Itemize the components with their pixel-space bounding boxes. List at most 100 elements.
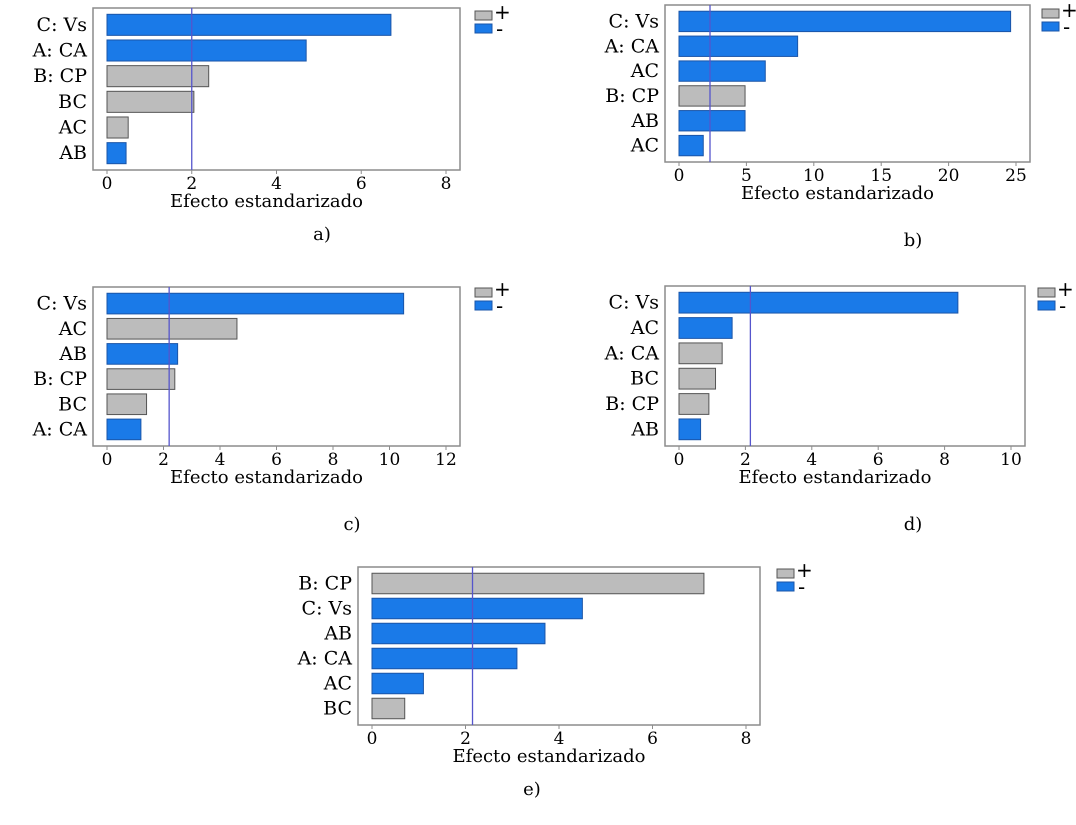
x-tick-label: 4 (271, 174, 282, 194)
category-label: AC (630, 60, 659, 82)
category-label: B: CP (33, 65, 87, 87)
category-label: BC (323, 698, 352, 720)
bar-negative (106, 39, 307, 62)
bar-negative (106, 142, 127, 165)
x-tick-label: 0 (367, 729, 378, 749)
bar-negative (678, 317, 733, 339)
bar-positive (678, 393, 710, 415)
x-axis-label: Efecto estandarizado (170, 467, 363, 488)
x-tick-label: 4 (215, 450, 226, 470)
x-tick-label: 0 (102, 174, 113, 194)
bar-negative (106, 292, 405, 315)
bar-negative (371, 597, 583, 620)
legend-swatch-negative (776, 581, 795, 592)
x-tick-label: 6 (356, 174, 367, 194)
x-tick-label: 0 (674, 450, 685, 470)
x-tick-label: 4 (554, 729, 565, 749)
x-tick-label: 2 (186, 174, 197, 194)
panel-caption: d) (904, 514, 923, 535)
category-label: AC (630, 135, 659, 157)
category-label: BC (630, 368, 659, 390)
x-tick-label: 0 (102, 450, 113, 470)
category-label: C: Vs (37, 14, 87, 36)
category-label: AB (323, 623, 352, 645)
x-tick-label: 6 (647, 729, 658, 749)
category-label: A: CA (604, 342, 660, 364)
legend-label-negative: - (1063, 15, 1070, 39)
x-tick-label: 0 (674, 166, 685, 186)
bar-negative (678, 35, 799, 57)
bar-positive (371, 572, 705, 595)
x-tick-label: 8 (939, 450, 950, 470)
category-label: AC (58, 117, 87, 139)
plot-frame (664, 4, 1031, 163)
category-label: AB (58, 142, 87, 164)
x-axis-label: Efecto estandarizado (739, 467, 932, 488)
x-tick-label: 2 (460, 729, 471, 749)
bar-positive (106, 116, 129, 139)
legend-label-positive: + (494, 277, 511, 301)
x-tick-label: 8 (328, 450, 339, 470)
x-axis-label: Efecto estandarizado (453, 746, 646, 767)
category-label: A: CA (297, 648, 353, 670)
legend-swatch-negative (1037, 300, 1056, 311)
x-tick-label: 25 (1005, 166, 1027, 186)
panel-caption: c) (343, 514, 360, 535)
category-label: C: Vs (609, 10, 659, 32)
bar-positive (106, 368, 176, 390)
legend-label-positive: + (796, 558, 813, 582)
category-label: AC (58, 318, 87, 340)
legend-swatch-negative (474, 23, 493, 34)
category-label: AC (630, 317, 659, 339)
category-label: B: CP (605, 85, 659, 107)
legend-swatch-positive (776, 568, 795, 579)
legend-swatch-negative (474, 300, 493, 311)
x-tick-label: 10 (379, 450, 401, 470)
plot-frame (664, 285, 1026, 447)
legend-swatch-positive (1041, 8, 1060, 19)
bar-negative (371, 647, 518, 670)
panel-caption: b) (904, 230, 923, 251)
legend-label-positive: + (1061, 0, 1076, 22)
x-tick-label: 12 (435, 450, 457, 470)
category-label: A: CA (32, 418, 88, 440)
legend-label-negative: - (1059, 294, 1066, 318)
chart-panel-e: B: CP C: Vs AB A: CA AC BC 0 2 4 6 8 Efecto estanda… (297, 558, 813, 800)
legend-label-negative: - (496, 294, 503, 318)
category-label: AB (630, 418, 659, 440)
legend-swatch-positive (474, 10, 493, 21)
x-tick-label: 2 (740, 450, 751, 470)
bar-positive (371, 697, 406, 720)
x-tick-label: 5 (741, 166, 752, 186)
category-label: B: CP (605, 393, 659, 415)
legend-swatch-positive (1037, 287, 1056, 298)
bar-negative (371, 672, 424, 695)
x-axis-label: Efecto estandarizado (741, 183, 934, 204)
panel-caption: e) (523, 779, 541, 800)
bar-negative (678, 134, 704, 157)
bar-negative (678, 110, 746, 132)
x-tick-label: 8 (741, 729, 752, 749)
chart-panel-c: C: Vs AC AB B: CP BC A: CA 0 2 4 6 8 10 12 Efecto est… (32, 277, 511, 535)
x-tick-label: 2 (158, 450, 169, 470)
bar-negative (106, 13, 392, 36)
bar-positive (678, 367, 717, 390)
bar-negative (106, 343, 179, 365)
bar-negative (678, 418, 702, 441)
legend-swatch-negative (1041, 21, 1060, 32)
bar-negative (678, 10, 1012, 33)
chart-panel-a: C: Vs A: CA B: CP BC AC AB 0 2 4 6 8 Efecto estanda… (32, 0, 511, 245)
x-tick-label: 4 (806, 450, 817, 470)
legend-label-negative: - (798, 575, 805, 599)
legend-label-positive: + (1057, 277, 1074, 301)
bar-positive (106, 90, 195, 113)
x-tick-label: 10 (803, 166, 825, 186)
bar-positive (106, 65, 210, 88)
bar-positive (678, 85, 746, 107)
panel-caption: a) (313, 224, 331, 245)
x-tick-label: 20 (938, 166, 960, 186)
category-label: A: CA (32, 40, 88, 62)
bar-positive (106, 317, 238, 340)
bar-positive (106, 393, 148, 416)
